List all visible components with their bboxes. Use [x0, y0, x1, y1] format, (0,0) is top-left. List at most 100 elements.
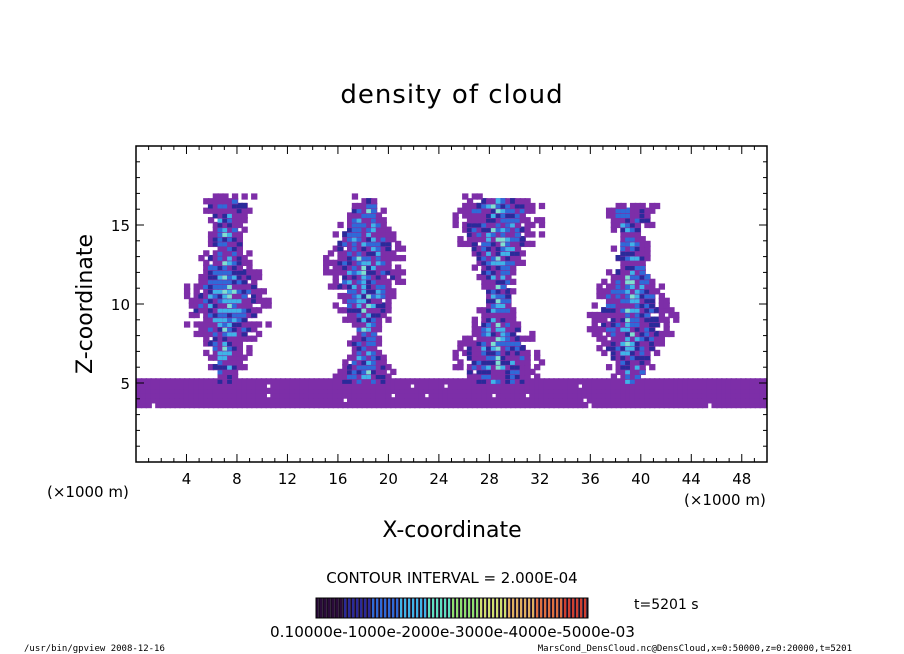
- density-cell: [500, 311, 507, 319]
- density-cell: [203, 321, 210, 328]
- density-cell: [342, 250, 349, 257]
- density-core-cell: [227, 302, 233, 309]
- colorbar-stripe: [420, 598, 423, 618]
- density-cell: [370, 198, 378, 205]
- density-cell: [207, 316, 215, 323]
- density-cell: [639, 202, 646, 210]
- density-cell: [375, 364, 383, 371]
- density-cell: [198, 392, 205, 399]
- density-cell: [711, 401, 718, 409]
- density-cell: [586, 383, 594, 390]
- density-cell: [188, 378, 196, 385]
- density-cell: [596, 288, 603, 295]
- density-cell: [347, 340, 354, 347]
- density-cell: [203, 397, 210, 404]
- density-cell: [351, 364, 359, 371]
- density-cell: [634, 330, 642, 338]
- density-core-cell: [634, 335, 641, 342]
- density-cell: [649, 283, 656, 290]
- colorbar-gap: [586, 598, 588, 618]
- density-cell: [505, 364, 512, 371]
- colorbar-gap: [322, 598, 324, 618]
- density-cell: [203, 392, 210, 399]
- density-cell: [639, 383, 646, 390]
- density-cell: [255, 392, 263, 399]
- density-cell: [615, 316, 622, 323]
- density-cell: [581, 378, 589, 385]
- density-cell: [380, 226, 387, 233]
- density-cell: [351, 316, 359, 323]
- density-cell: [730, 392, 737, 399]
- density-core-cell: [227, 311, 233, 318]
- density-cell: [351, 259, 359, 266]
- density-core-cell: [385, 240, 392, 247]
- density-cell: [260, 401, 267, 409]
- density-core-cell: [212, 264, 219, 271]
- colorbar-gap: [366, 598, 368, 618]
- density-core-cell: [490, 226, 497, 233]
- density-cell: [418, 378, 426, 385]
- density-cell: [251, 387, 258, 394]
- density-cell: [265, 302, 272, 309]
- density-core-cell: [207, 288, 214, 294]
- density-cell: [231, 354, 239, 361]
- density-core-cell: [639, 359, 646, 365]
- density-core-cell: [356, 297, 363, 304]
- density-cell: [390, 231, 397, 238]
- density-cell: [433, 401, 440, 409]
- density-core-cell: [207, 297, 214, 304]
- density-cell: [644, 221, 651, 229]
- density-cell: [644, 207, 651, 214]
- colorbar-stripe: [448, 598, 451, 618]
- density-core-cell: [212, 302, 219, 309]
- density-core-cell: [514, 236, 521, 242]
- density-cell: [370, 392, 378, 399]
- density-cell: [169, 397, 176, 404]
- density-core-cell: [390, 273, 396, 280]
- density-cell: [155, 383, 162, 390]
- density-cell: [601, 288, 608, 295]
- density-cell: [375, 236, 383, 243]
- density-cell: [375, 226, 383, 233]
- density-core-cell: [217, 278, 224, 285]
- density-cell: [399, 245, 407, 252]
- density-cell: [179, 383, 186, 390]
- density-cell: [663, 326, 670, 333]
- density-cell: [337, 378, 344, 385]
- density-cell: [198, 273, 205, 281]
- density-core-cell: [634, 354, 641, 361]
- density-cell: [500, 383, 507, 390]
- density-cell: [183, 292, 191, 300]
- density-cell: [596, 397, 603, 404]
- density-core-cell: [610, 345, 617, 351]
- colorbar-stripe: [584, 598, 587, 618]
- colorbar-stripe: [532, 598, 535, 618]
- density-core-cell: [217, 292, 224, 299]
- density-cell: [193, 297, 200, 304]
- density-cell: [217, 397, 224, 404]
- density-cell: [380, 368, 387, 376]
- density-cell: [423, 401, 431, 409]
- density-cell: [629, 387, 637, 394]
- density-cell: [428, 383, 435, 390]
- density-cell: [558, 387, 565, 394]
- density-cell: [749, 401, 757, 409]
- density-cell: [490, 335, 498, 342]
- density-cell: [625, 302, 632, 309]
- density-core-cell: [625, 340, 631, 346]
- density-cell: [236, 359, 244, 366]
- density-cell: [639, 326, 646, 333]
- density-core-cell: [370, 264, 377, 271]
- density-cell: [615, 364, 622, 371]
- density-cell: [399, 383, 407, 390]
- density-core-cell: [217, 217, 224, 223]
- density-core-cell: [629, 378, 636, 384]
- density-core-cell: [356, 326, 363, 332]
- density-core-cell: [495, 212, 502, 218]
- density-cell: [385, 364, 392, 371]
- density-core-cell: [356, 368, 363, 375]
- density-core-cell: [370, 202, 377, 209]
- density-cell: [380, 383, 387, 390]
- density-cell: [649, 288, 656, 295]
- density-cell: [490, 311, 498, 319]
